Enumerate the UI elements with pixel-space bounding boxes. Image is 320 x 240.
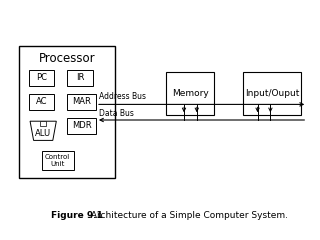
Bar: [67, 118, 96, 134]
Text: Input/Ouput: Input/Ouput: [245, 89, 299, 98]
Text: Architecture of a Simple Computer System.: Architecture of a Simple Computer System…: [88, 211, 288, 221]
Text: PC: PC: [36, 73, 47, 83]
Bar: [19, 46, 115, 178]
Text: Processor: Processor: [39, 52, 95, 65]
Text: Figure 9.1: Figure 9.1: [51, 211, 103, 221]
Bar: [67, 94, 96, 110]
Text: MDR: MDR: [72, 121, 92, 131]
Bar: [29, 70, 54, 86]
Text: MAR: MAR: [72, 97, 91, 107]
Bar: [42, 151, 74, 170]
Bar: [40, 121, 46, 126]
Polygon shape: [30, 121, 56, 140]
Text: Address Bus: Address Bus: [99, 92, 146, 101]
Text: Memory: Memory: [172, 89, 209, 98]
Text: Data Bus: Data Bus: [99, 108, 134, 118]
Bar: [67, 70, 93, 86]
Text: Control
Unit: Control Unit: [45, 154, 70, 167]
Text: AC: AC: [36, 97, 47, 107]
Bar: [243, 72, 301, 115]
Text: IR: IR: [76, 73, 84, 83]
Bar: [29, 94, 54, 110]
Text: ALU: ALU: [35, 129, 51, 138]
Bar: [166, 72, 214, 115]
